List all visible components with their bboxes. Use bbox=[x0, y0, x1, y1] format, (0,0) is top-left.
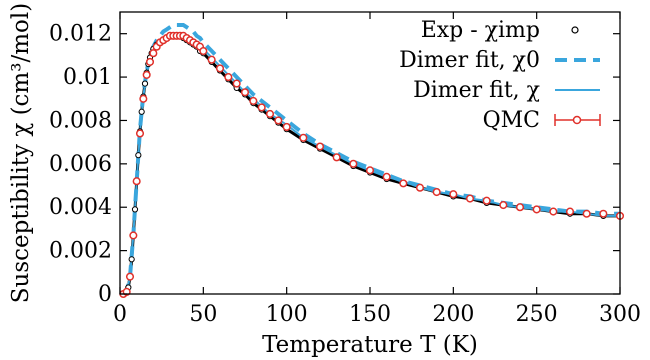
legend-symbol-qmc-marker bbox=[572, 115, 582, 125]
x-tick-label: 250 bbox=[516, 302, 558, 327]
dimer-fit-chi-line bbox=[122, 32, 620, 295]
qmc-point bbox=[315, 142, 325, 151]
exp-point bbox=[138, 108, 145, 115]
x-tick-label: 0 bbox=[113, 302, 127, 327]
exp-point bbox=[135, 152, 142, 159]
qmc-point bbox=[449, 190, 458, 199]
y-tick-label: 0.01 bbox=[63, 65, 112, 90]
y-tick-label: 0.006 bbox=[49, 152, 112, 177]
x-axis-title: Temperature T (K) bbox=[262, 332, 478, 358]
qmc-point bbox=[432, 187, 441, 197]
exp-curve bbox=[122, 34, 620, 296]
qmc-point bbox=[257, 103, 266, 112]
qmc-point bbox=[599, 209, 608, 218]
y-axis-title: Susceptibility χ (cm³/mol) bbox=[8, 3, 34, 303]
qmc-point bbox=[240, 88, 250, 97]
y-tick-label: 0.004 bbox=[49, 195, 112, 220]
y-tick-label: 0 bbox=[98, 282, 112, 307]
qmc-point bbox=[274, 116, 283, 125]
qmc-point bbox=[132, 177, 141, 186]
qmc-point bbox=[282, 122, 291, 132]
exp-point bbox=[128, 256, 135, 263]
legend-entry-exp: Exp - χimp bbox=[421, 18, 579, 43]
y-tick-label: 0.012 bbox=[49, 22, 112, 47]
qmc-point bbox=[145, 57, 155, 66]
qmc-point bbox=[499, 201, 508, 210]
legend-label-exp: Exp - χimp bbox=[421, 18, 540, 43]
legend-entry-qmc: QMC bbox=[483, 108, 601, 133]
x-tick-label: 150 bbox=[349, 302, 391, 327]
qmc-point bbox=[482, 196, 491, 205]
dimer-fit-chi0-line bbox=[122, 23, 620, 296]
qmc-point bbox=[232, 79, 241, 88]
qmc-point bbox=[265, 109, 275, 119]
qmc-point bbox=[299, 133, 308, 142]
qmc-point bbox=[549, 207, 558, 216]
qmc-point bbox=[582, 209, 591, 218]
qmc-point bbox=[332, 153, 341, 162]
qmc-point bbox=[415, 183, 425, 192]
qmc-point bbox=[365, 166, 375, 175]
qmc-point bbox=[135, 129, 145, 138]
qmc-point bbox=[125, 272, 135, 281]
qmc-point bbox=[399, 179, 408, 188]
legend: Exp - χimp Dimer fit, χ0 Dimer fit, χ QM… bbox=[399, 18, 601, 133]
x-tick-label: 300 bbox=[599, 302, 641, 327]
qmc-point bbox=[129, 231, 138, 240]
y-tick-label: 0.002 bbox=[49, 239, 112, 264]
plot-frame bbox=[119, 11, 621, 295]
qmc-point bbox=[382, 172, 391, 181]
x-tick-label: 50 bbox=[189, 302, 217, 327]
legend-label-dimer-chi0: Dimer fit, χ0 bbox=[399, 48, 540, 73]
legend-label-qmc: QMC bbox=[483, 108, 540, 133]
qmc-point bbox=[565, 207, 575, 216]
legend-entry-dimer-chi0: Dimer fit, χ0 bbox=[399, 48, 600, 73]
qmc-point bbox=[349, 159, 358, 168]
legend-entry-dimer-chi: Dimer fit, χ bbox=[413, 78, 600, 103]
x-tick-label: 200 bbox=[432, 302, 474, 327]
exp-point bbox=[131, 206, 139, 213]
legend-label-dimer-chi: Dimer fit, χ bbox=[413, 78, 540, 103]
qmc-point bbox=[149, 49, 158, 58]
qmc-point bbox=[142, 70, 151, 79]
exp-point bbox=[141, 80, 149, 87]
qmc-point bbox=[224, 73, 233, 82]
qmc-point bbox=[532, 205, 541, 214]
qmc-point bbox=[139, 94, 148, 103]
y-tick-label: 0.008 bbox=[49, 108, 112, 133]
qmc-point bbox=[215, 64, 225, 73]
qmc-point bbox=[207, 55, 216, 64]
qmc-point bbox=[249, 96, 258, 105]
qmc-point bbox=[199, 46, 208, 56]
ticks-layer: 0 50 100 150 200 250 300 0 0.002 0.004 0.006 0.008 0… bbox=[49, 12, 641, 327]
qmc-point bbox=[515, 203, 525, 212]
qmc-point bbox=[465, 194, 475, 203]
legend-symbol-exp bbox=[571, 26, 579, 34]
plot-layer bbox=[119, 23, 625, 299]
x-tick-label: 100 bbox=[266, 302, 308, 327]
